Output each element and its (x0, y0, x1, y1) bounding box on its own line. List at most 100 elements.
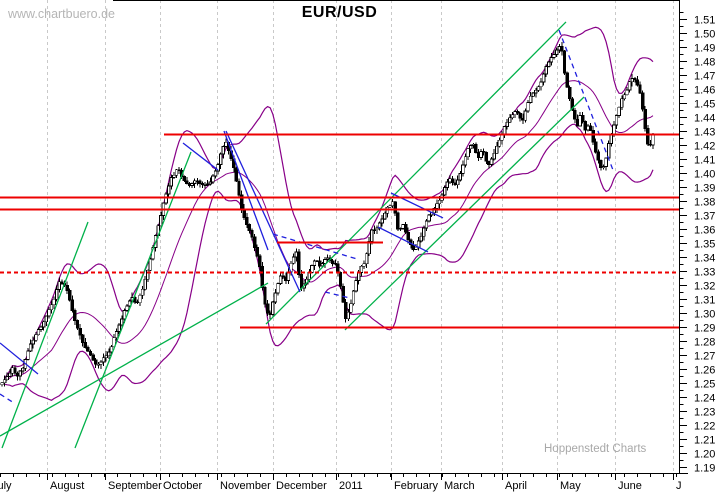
y-price-label: 1.41 (694, 155, 715, 167)
support-resistance-layer (0, 133, 679, 329)
y-price-label: 1.25 (694, 379, 715, 391)
candle-body (482, 150, 486, 153)
candle-body (18, 370, 22, 377)
candle-body (596, 151, 601, 161)
candle-body (28, 343, 33, 352)
y-price-label: 1.37 (694, 211, 715, 223)
candle-body (200, 183, 205, 186)
candle-body (375, 227, 379, 231)
candle-body (458, 173, 463, 181)
candle-body (633, 78, 637, 81)
y-price-label: 1.40 (694, 169, 715, 181)
candle-body (310, 265, 314, 273)
candle-body (393, 201, 397, 214)
x-month-label: April (505, 480, 527, 492)
y-price-label: 1.20 (694, 449, 715, 461)
candle-body (263, 287, 267, 305)
y-price-label: 1.39 (694, 183, 715, 195)
candle-body (489, 158, 494, 165)
candle-body (247, 223, 252, 231)
candle-body (560, 46, 564, 52)
blue-trend-line (558, 29, 614, 171)
candle-body (49, 304, 54, 311)
candle-body (635, 79, 640, 86)
candle-body (604, 157, 608, 167)
candle-body (630, 78, 634, 83)
candle-body (255, 247, 259, 257)
x-month-label: August (50, 480, 84, 492)
candle-body (8, 372, 12, 377)
candle-body (26, 350, 30, 360)
axes-layer (0, 0, 688, 480)
candle-body (96, 363, 101, 366)
blue-trend-line (0, 393, 15, 404)
green-trend-line (1, 221, 89, 449)
candle-body (127, 300, 132, 307)
blue-trend-line (324, 291, 351, 299)
candle-body (13, 367, 17, 374)
y-price-label: 1.22 (694, 421, 715, 433)
candle-body (81, 334, 85, 343)
candle-body (528, 95, 533, 103)
candle-body (518, 112, 522, 119)
y-price-label: 1.23 (694, 407, 715, 419)
candle-body (570, 98, 574, 111)
candle-body (640, 92, 645, 110)
candle-body (591, 130, 595, 143)
candle-body (206, 183, 210, 186)
y-price-label: 1.19 (694, 463, 715, 475)
candle-body (346, 311, 351, 320)
candle-body (552, 54, 556, 58)
candle-body (41, 321, 46, 328)
x-month-label: June (618, 480, 642, 492)
candle-body (354, 280, 358, 292)
candle-body (216, 164, 220, 172)
candle-body (54, 289, 59, 300)
candle-body (234, 167, 239, 182)
candle-body (526, 101, 530, 112)
candle-body (549, 57, 554, 63)
y-price-label: 1.31 (694, 295, 715, 307)
x-month-label: February (394, 480, 439, 492)
candle-body (398, 227, 403, 230)
candle-body (94, 359, 98, 365)
bollinger-upper-band (4, 26, 654, 379)
candle-body (146, 269, 150, 280)
candle-body (36, 329, 41, 336)
candle-body (651, 134, 655, 146)
y-price-label: 1.21 (694, 435, 715, 447)
candle-body (250, 230, 254, 238)
x-month-label: October (163, 480, 202, 492)
x-month-label: November (220, 480, 271, 492)
candle-body (166, 185, 171, 195)
candle-body (265, 303, 270, 314)
y-price-label: 1.32 (694, 281, 715, 293)
candle-body (278, 275, 283, 284)
green-trend-line (74, 151, 192, 449)
candle-body (281, 275, 285, 278)
candle-body (601, 166, 606, 169)
candle-body (159, 215, 163, 227)
candle-body (536, 86, 541, 91)
trend-lines-layer (0, 21, 614, 449)
candle-body (219, 153, 223, 165)
y-price-label: 1.42 (694, 141, 715, 153)
y-price-label: 1.49 (694, 43, 715, 55)
candle-body (122, 310, 127, 320)
candle-body (320, 263, 324, 267)
candle-body (612, 124, 616, 136)
y-price-label: 1.45 (694, 99, 715, 111)
blue-trend-line (0, 342, 39, 375)
candle-body (565, 72, 569, 88)
candle-body (104, 355, 108, 359)
blue-trend-line (272, 233, 358, 260)
candle-body (450, 178, 455, 184)
candle-body (534, 89, 538, 94)
candle-body (523, 110, 528, 121)
candle-body (78, 327, 82, 336)
candle-body (73, 310, 77, 321)
candle-body (419, 235, 423, 242)
candle-body (0, 382, 4, 386)
